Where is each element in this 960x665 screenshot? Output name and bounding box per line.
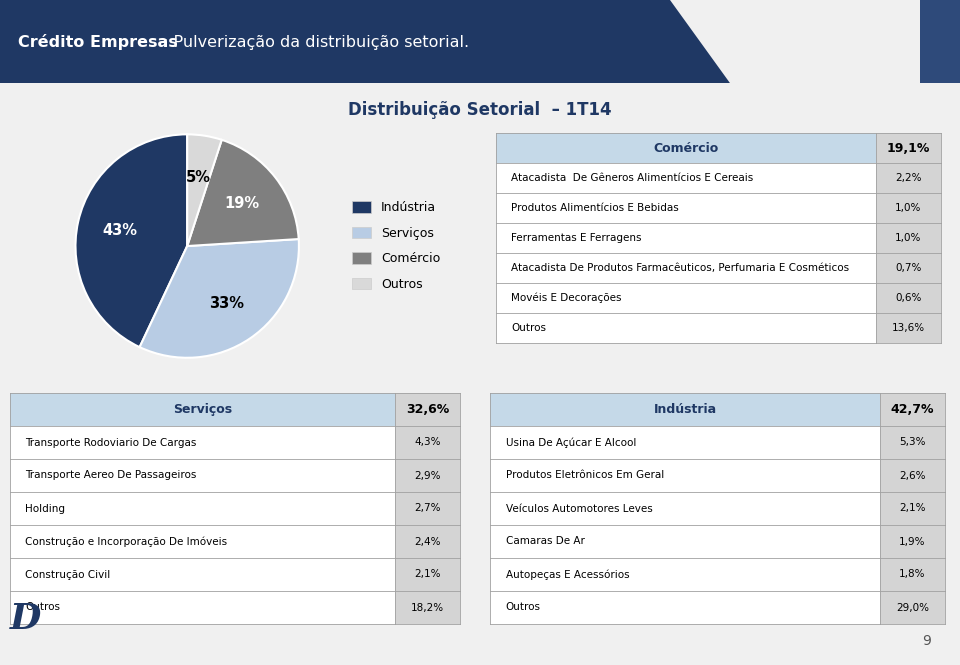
Text: Usina De Açúcar E Alcool: Usina De Açúcar E Alcool bbox=[506, 438, 636, 448]
Text: 1,8%: 1,8% bbox=[900, 569, 925, 579]
Text: 42,7%: 42,7% bbox=[891, 403, 934, 416]
Text: 29,0%: 29,0% bbox=[896, 602, 929, 612]
Text: Distribuição Setorial  – 1T14: Distribuição Setorial – 1T14 bbox=[348, 100, 612, 119]
Text: D: D bbox=[10, 602, 41, 636]
Text: Movéis E Decorações: Movéis E Decorações bbox=[512, 293, 622, 303]
Text: Holding: Holding bbox=[25, 503, 65, 513]
Text: 1,0%: 1,0% bbox=[896, 233, 922, 243]
Text: 33%: 33% bbox=[208, 296, 244, 311]
Wedge shape bbox=[139, 239, 299, 358]
Text: 32,6%: 32,6% bbox=[406, 403, 449, 416]
Text: 1,9%: 1,9% bbox=[900, 537, 925, 547]
Text: 0,6%: 0,6% bbox=[896, 293, 922, 303]
Text: Atacadista De Produtos Farmacêuticos, Perfumaria E Cosméticos: Atacadista De Produtos Farmacêuticos, Pe… bbox=[512, 263, 850, 273]
Legend: Indústria, Serviços, Comércio, Outros: Indústria, Serviços, Comércio, Outros bbox=[348, 196, 445, 296]
Text: 2,1%: 2,1% bbox=[900, 503, 925, 513]
Text: 2,1%: 2,1% bbox=[415, 569, 441, 579]
Polygon shape bbox=[920, 0, 960, 83]
Text: Autopeças E Acessórios: Autopeças E Acessórios bbox=[506, 569, 629, 580]
Wedge shape bbox=[187, 134, 222, 246]
Wedge shape bbox=[76, 134, 187, 347]
Text: 1,0%: 1,0% bbox=[896, 203, 922, 213]
Text: Atacadista  De Gêneros Alimentícios E Cereais: Atacadista De Gêneros Alimentícios E Cer… bbox=[512, 173, 754, 183]
Text: 5,3%: 5,3% bbox=[900, 438, 925, 448]
Text: 43%: 43% bbox=[102, 223, 137, 239]
Text: 2,6%: 2,6% bbox=[900, 471, 925, 481]
Text: Transporte Rodoviario De Cargas: Transporte Rodoviario De Cargas bbox=[25, 438, 197, 448]
Text: 2,2%: 2,2% bbox=[896, 173, 922, 183]
Text: Outros: Outros bbox=[506, 602, 540, 612]
Text: Outros: Outros bbox=[25, 602, 60, 612]
Text: Indústria: Indústria bbox=[654, 403, 716, 416]
Text: 13,6%: 13,6% bbox=[892, 323, 925, 333]
Text: Camaras De Ar: Camaras De Ar bbox=[506, 537, 585, 547]
Text: 19%: 19% bbox=[225, 196, 259, 211]
Text: Construção e Incorporação De Imóveis: Construção e Incorporação De Imóveis bbox=[25, 536, 228, 547]
Text: Transporte Aereo De Passageiros: Transporte Aereo De Passageiros bbox=[25, 471, 197, 481]
Text: 0,7%: 0,7% bbox=[896, 263, 922, 273]
Text: : Pulverização da distribuição setorial.: : Pulverização da distribuição setorial. bbox=[163, 35, 469, 50]
Text: Serviços: Serviços bbox=[173, 403, 232, 416]
Text: 2,9%: 2,9% bbox=[415, 471, 441, 481]
Wedge shape bbox=[187, 140, 299, 246]
Text: 2,7%: 2,7% bbox=[415, 503, 441, 513]
Polygon shape bbox=[0, 0, 730, 83]
Text: Crédito Empresas: Crédito Empresas bbox=[18, 34, 178, 50]
Text: Produtos Alimentícios E Bebidas: Produtos Alimentícios E Bebidas bbox=[512, 203, 679, 213]
Text: 9: 9 bbox=[923, 634, 931, 648]
Text: Comércio: Comércio bbox=[654, 142, 719, 154]
Text: 5%: 5% bbox=[185, 170, 210, 185]
Text: 4,3%: 4,3% bbox=[415, 438, 441, 448]
Text: 18,2%: 18,2% bbox=[411, 602, 444, 612]
Text: Veículos Automotores Leves: Veículos Automotores Leves bbox=[506, 503, 653, 513]
Text: Outros: Outros bbox=[512, 323, 546, 333]
Text: Ferramentas E Ferragens: Ferramentas E Ferragens bbox=[512, 233, 641, 243]
Text: 2,4%: 2,4% bbox=[415, 537, 441, 547]
Text: Construção Civil: Construção Civil bbox=[25, 569, 110, 579]
Text: 19,1%: 19,1% bbox=[887, 142, 930, 154]
Text: Produtos Eletrônicos Em Geral: Produtos Eletrônicos Em Geral bbox=[506, 471, 664, 481]
